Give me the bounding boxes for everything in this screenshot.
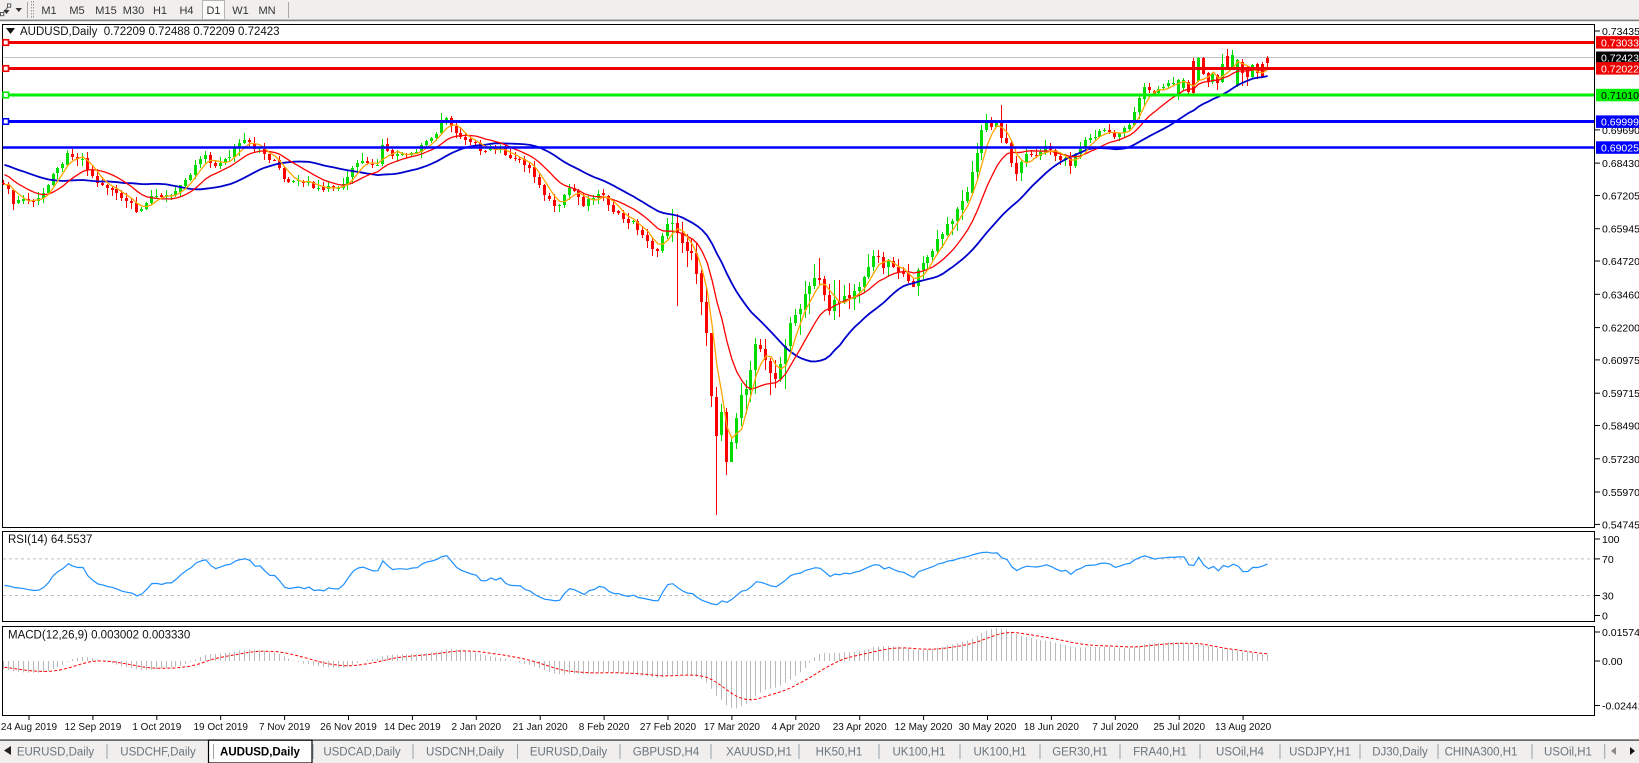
svg-text:0.00: 0.00 [1602,656,1623,668]
svg-text:70: 70 [1602,554,1614,566]
svg-text:12 May 2020: 12 May 2020 [895,722,953,733]
svg-text:0.73033: 0.73033 [1601,37,1639,49]
svg-text:0.68430: 0.68430 [1602,158,1639,170]
svg-text:XAUUSD,H1: XAUUSD,H1 [726,747,792,759]
svg-text:0: 0 [1602,611,1608,623]
svg-text:30: 30 [1602,591,1614,603]
svg-text:UK100,H1: UK100,H1 [892,747,945,759]
svg-text:12 Sep 2019: 12 Sep 2019 [65,722,122,733]
svg-text:0.69025: 0.69025 [1601,143,1639,155]
svg-text:1 Oct 2019: 1 Oct 2019 [132,722,181,733]
svg-text:24 Aug 2019: 24 Aug 2019 [1,722,58,733]
svg-text:EURUSD,Daily: EURUSD,Daily [17,747,95,759]
svg-text:USOil,H4: USOil,H4 [1216,747,1265,759]
svg-text:RSI(14) 64.5537: RSI(14) 64.5537 [8,534,92,546]
svg-text:EURUSD,Daily: EURUSD,Daily [530,747,608,759]
svg-text:CHINA300,H1: CHINA300,H1 [1445,747,1518,759]
svg-text:25 Jul 2020: 25 Jul 2020 [1153,722,1205,733]
svg-text:23 Apr 2020: 23 Apr 2020 [833,722,887,733]
svg-text:D1: D1 [206,5,220,17]
svg-text:4 Apr 2020: 4 Apr 2020 [772,722,821,733]
svg-text:GBPUSD,H4: GBPUSD,H4 [633,747,700,759]
svg-text:0.72423: 0.72423 [1601,53,1639,65]
svg-text:26 Nov 2019: 26 Nov 2019 [320,722,377,733]
svg-text:14 Dec 2019: 14 Dec 2019 [384,722,441,733]
svg-text:0.69999: 0.69999 [1601,117,1639,129]
svg-text:W1: W1 [232,5,249,17]
svg-text:17 Mar 2020: 17 Mar 2020 [704,722,761,733]
svg-text:FRA40,H1: FRA40,H1 [1133,747,1187,759]
svg-text:19 Oct 2019: 19 Oct 2019 [193,722,248,733]
svg-text:100: 100 [1602,534,1620,546]
svg-text:30 May 2020: 30 May 2020 [959,722,1017,733]
svg-text:0.71010: 0.71010 [1601,90,1639,102]
svg-text:0.62200: 0.62200 [1602,323,1639,335]
svg-text:M1: M1 [41,5,56,17]
svg-text:AUDUSD,Daily 0.72209 0.72488: AUDUSD,Daily 0.72209 0.72488 0.72209 0.7… [20,26,280,38]
svg-text:18 Jun 2020: 18 Jun 2020 [1024,722,1079,733]
svg-text:21 Jan 2020: 21 Jan 2020 [513,722,568,733]
svg-text:0.57230: 0.57230 [1602,454,1639,466]
svg-text:M5: M5 [69,5,84,17]
svg-text:M30: M30 [123,5,144,17]
svg-text:0.015741: 0.015741 [1602,627,1639,639]
svg-text:7 Jul 2020: 7 Jul 2020 [1092,722,1139,733]
svg-text:27 Feb 2020: 27 Feb 2020 [640,722,697,733]
svg-text:HK50,H1: HK50,H1 [816,747,863,759]
svg-text:0.63460: 0.63460 [1602,289,1639,301]
svg-text:AUDUSD,Daily: AUDUSD,Daily [220,747,300,759]
svg-text:0.58490: 0.58490 [1602,421,1639,433]
svg-text:0.65945: 0.65945 [1602,224,1639,236]
svg-text:7 Nov 2019: 7 Nov 2019 [259,722,311,733]
svg-text:0.59715: 0.59715 [1602,388,1639,400]
svg-text:0.73435: 0.73435 [1602,26,1639,38]
svg-text:UK100,H1: UK100,H1 [973,747,1026,759]
svg-text:2 Jan 2020: 2 Jan 2020 [452,722,502,733]
svg-text:0.64720: 0.64720 [1602,256,1639,268]
svg-text:USDCAD,Daily: USDCAD,Daily [323,747,401,759]
svg-text:DJ30,Daily: DJ30,Daily [1372,747,1428,759]
svg-text:8 Feb 2020: 8 Feb 2020 [579,722,630,733]
svg-text:-0.024412: -0.024412 [1602,701,1639,713]
svg-text:USDCHF,Daily: USDCHF,Daily [120,747,196,759]
svg-text:M15: M15 [95,5,116,17]
svg-text:MN: MN [258,5,275,17]
svg-text:0.55970: 0.55970 [1602,487,1639,499]
svg-text:0.60975: 0.60975 [1602,355,1639,367]
svg-text:GER30,H1: GER30,H1 [1052,747,1108,759]
svg-text:USOil,H1: USOil,H1 [1544,747,1592,759]
svg-text:0.67205: 0.67205 [1602,191,1639,203]
svg-text:13 Aug 2020: 13 Aug 2020 [1215,722,1272,733]
svg-text:0.72022: 0.72022 [1601,63,1639,75]
svg-text:H1: H1 [153,5,167,17]
svg-text:0.54745: 0.54745 [1602,519,1639,531]
svg-text:H4: H4 [179,5,193,17]
svg-text:USDJPY,H1: USDJPY,H1 [1289,747,1351,759]
svg-text:MACD(12,26,9) 0.003002 0.00333: MACD(12,26,9) 0.003002 0.003330 [8,630,190,642]
svg-text:USDCNH,Daily: USDCNH,Daily [426,747,504,759]
